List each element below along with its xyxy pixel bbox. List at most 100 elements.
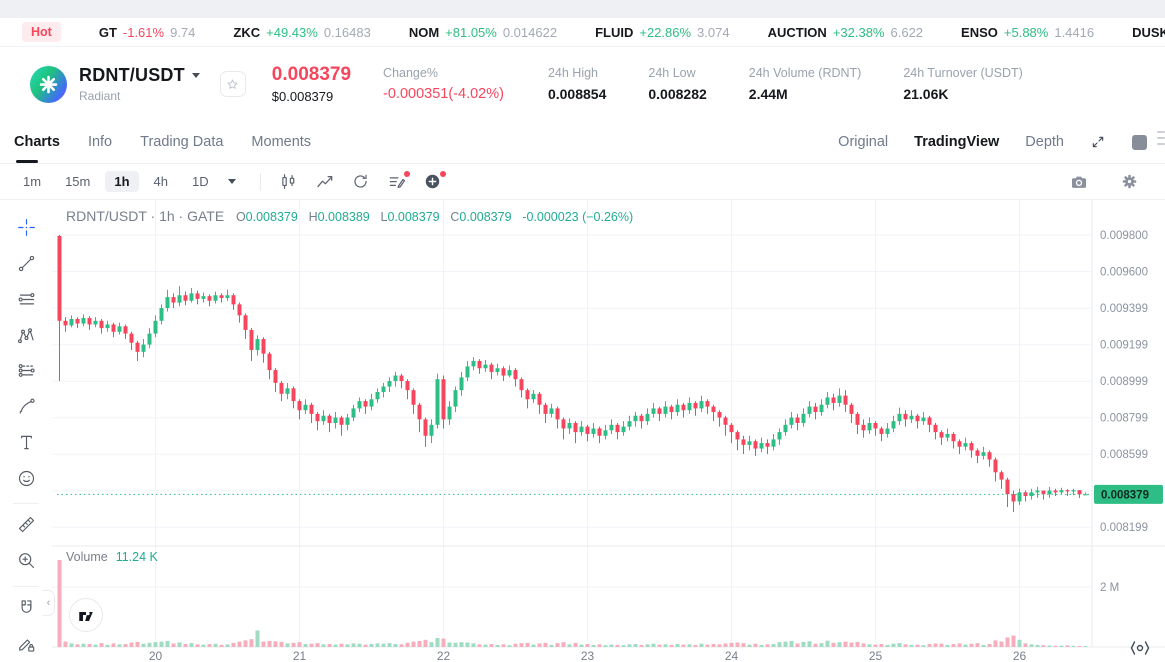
projection-tool[interactable] xyxy=(10,355,42,387)
star-icon xyxy=(227,79,238,89)
panel-collapse-handle[interactable]: ‹ xyxy=(43,590,55,616)
edge-menu-handle[interactable] xyxy=(1157,131,1165,145)
svg-text:24: 24 xyxy=(725,649,739,662)
price-block: 0.008379 $0.008379 xyxy=(272,64,351,104)
chart-region: 20 21 22 23 24 25 26 0.009800 0.009600 0.009399 0.… xyxy=(0,200,1165,662)
add-widget-button[interactable] xyxy=(419,168,447,196)
pair-selector[interactable]: RDNT/USDT xyxy=(79,65,200,86)
smiley-icon xyxy=(18,470,34,486)
interval-1h[interactable]: 1h xyxy=(105,171,139,192)
svg-text:0.008799: 0.008799 xyxy=(1100,413,1148,425)
expand-icon xyxy=(1092,136,1104,148)
fullscreen-button[interactable] xyxy=(1090,134,1106,150)
order-list-button[interactable] xyxy=(383,168,411,196)
svg-text:2 M: 2 M xyxy=(1100,582,1119,594)
toolbar-right xyxy=(1065,168,1151,196)
svg-text:20: 20 xyxy=(149,649,163,662)
crosshair-icon xyxy=(17,219,35,237)
notification-dot xyxy=(439,170,446,177)
svg-text:0.008999: 0.008999 xyxy=(1100,376,1148,388)
ticker-items: GT -1.61% 9.74 ZKC +49.43% 0.16483 NOM +81.05% 0… xyxy=(99,25,1165,40)
magnifier-plus-icon xyxy=(18,553,34,569)
ticker-item-zkc[interactable]: ZKC +49.43% 0.16483 xyxy=(233,24,371,40)
interval-1m[interactable]: 1m xyxy=(23,174,42,189)
mode-tradingview[interactable]: TradingView xyxy=(914,134,1000,150)
candlestick-chart[interactable]: 20 21 22 23 24 25 26 0.009800 0.009600 0.009399 0.… xyxy=(52,200,1165,662)
chart-mode-switch: Original TradingView Depth xyxy=(838,134,1147,150)
interval-4h[interactable]: 4h xyxy=(153,174,168,189)
tabs-row: Charts Info Trading Data Moments Origina… xyxy=(0,121,1165,164)
drawing-lock-tool[interactable] xyxy=(10,627,42,659)
chevron-down-icon xyxy=(191,73,200,78)
forecast-icon xyxy=(18,364,35,378)
interval-1d[interactable]: 1D xyxy=(192,174,209,189)
chart-style-button[interactable] xyxy=(275,168,303,196)
ticker-item-nom[interactable]: NOM +81.05% 0.014622 xyxy=(408,24,558,40)
pattern-tool[interactable] xyxy=(10,319,42,351)
magnet-tool[interactable] xyxy=(10,592,42,624)
refresh-button[interactable] xyxy=(347,168,375,196)
object-tree-button[interactable] xyxy=(1129,640,1151,661)
text-tool[interactable] xyxy=(10,427,42,459)
ticker-item-dusk[interactable]: DUSK+20.97%0.16482 xyxy=(1132,24,1165,40)
tab-info[interactable]: Info xyxy=(87,134,113,150)
svg-text:0.008199: 0.008199 xyxy=(1100,522,1148,534)
svg-text:0.009600: 0.009600 xyxy=(1100,267,1148,279)
parallel-lines-icon xyxy=(18,292,34,305)
refresh-icon xyxy=(354,174,367,188)
ticker-item-auction[interactable]: AUCTION +32.38% 6.622 xyxy=(767,24,924,40)
ticker-item-gt[interactable]: GT -1.61% 9.74 xyxy=(98,24,196,40)
coin-logo xyxy=(30,65,67,103)
tab-trading-data[interactable]: Trading Data xyxy=(140,134,224,150)
ticker-bar: Hot GT -1.61% 9.74 ZKC +49.43% 0.16483 NOM +81.… xyxy=(0,18,1165,47)
stat-24h-low: 24h Low 0.008282 xyxy=(648,66,707,102)
notification-dot xyxy=(403,170,410,177)
layout-square-button[interactable] xyxy=(1132,134,1147,150)
horizontal-line-tool[interactable] xyxy=(10,284,42,316)
tab-charts[interactable]: Charts xyxy=(14,121,60,163)
mode-depth[interactable]: Depth xyxy=(1025,134,1064,150)
top-strip xyxy=(0,0,1165,18)
ruler-tool[interactable] xyxy=(10,509,42,541)
mode-original[interactable]: Original xyxy=(838,134,889,150)
svg-text:23: 23 xyxy=(581,649,595,662)
change-label: Change% xyxy=(383,66,438,80)
interval-15m[interactable]: 15m xyxy=(65,174,91,189)
ticker-item-enso[interactable]: ENSO +5.88% 1.4416 xyxy=(961,24,1095,40)
indicators-button[interactable] xyxy=(311,168,339,196)
tab-moments[interactable]: Moments xyxy=(251,134,312,150)
svg-text:0.009800: 0.009800 xyxy=(1100,230,1148,242)
crosshair-tool[interactable] xyxy=(10,212,42,244)
ruler-icon xyxy=(18,517,34,533)
favorite-button[interactable] xyxy=(219,71,246,97)
magnet-icon xyxy=(21,600,31,613)
text-icon xyxy=(20,435,32,450)
tools-divider xyxy=(13,503,39,504)
pencil-lock-icon xyxy=(18,639,34,652)
candlestick-icon xyxy=(282,174,295,189)
starburst-icon xyxy=(39,75,58,93)
ticker-item-fluid[interactable]: FLUID +22.86% 3.074 xyxy=(595,24,730,40)
svg-text:25: 25 xyxy=(869,649,883,662)
hot-badge[interactable]: Hot xyxy=(22,22,61,42)
tools-divider xyxy=(13,585,39,587)
svg-text:21: 21 xyxy=(293,649,307,662)
change-block: Change% -0.000351(-4.02%) xyxy=(383,66,504,102)
tradingview-logo[interactable] xyxy=(69,598,103,632)
change-value: -0.000351(-4.02%) xyxy=(383,86,504,102)
trendline-icon xyxy=(18,255,34,272)
stat-24h-volume: 24h Volume (RDNT) 2.44M xyxy=(748,66,862,102)
pair-name-block: RDNT/USDT Radiant xyxy=(79,65,200,103)
chart-canvas[interactable]: 20 21 22 23 24 25 26 0.009800 0.009600 0.009399 0.… xyxy=(52,200,1165,662)
svg-text:26: 26 xyxy=(1013,649,1027,662)
toolbar-divider xyxy=(259,172,261,191)
zoom-in-tool[interactable] xyxy=(10,545,42,577)
brush-tool[interactable] xyxy=(10,391,42,423)
chart-settings-button[interactable] xyxy=(1115,168,1143,196)
emoji-tool[interactable] xyxy=(10,462,42,494)
trendline-tool[interactable] xyxy=(10,248,42,280)
screenshot-button[interactable] xyxy=(1065,168,1093,196)
svg-text:0.008599: 0.008599 xyxy=(1100,449,1148,461)
interval-dropdown[interactable] xyxy=(227,179,236,184)
svg-text:0.009199: 0.009199 xyxy=(1100,340,1148,352)
